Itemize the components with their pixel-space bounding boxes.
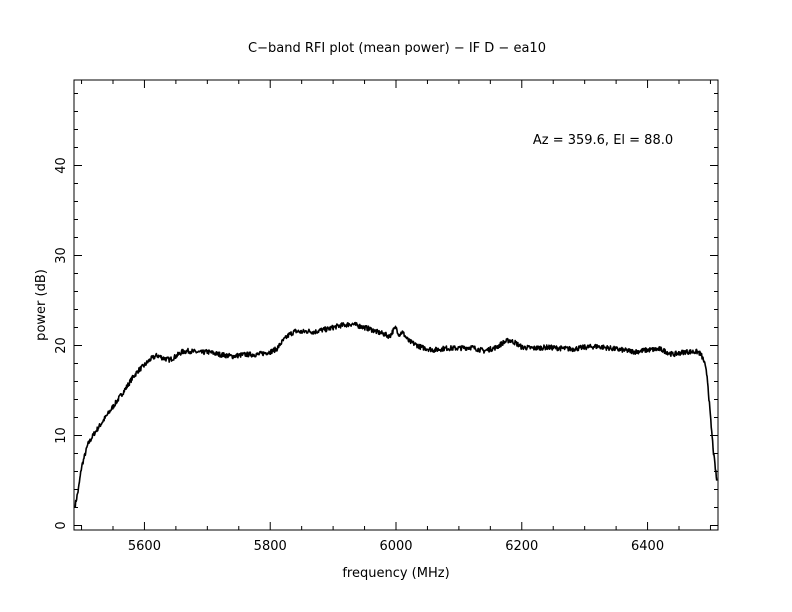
x-tick-label: 6000 [379, 539, 412, 554]
x-axis-tick-labels: 5600 5800 6000 6200 6400 [128, 539, 664, 554]
x-axis-label: frequency (MHz) [342, 566, 449, 581]
y-axis-ticks [74, 93, 718, 526]
y-axis-tick-labels: 0 10 20 30 40 [54, 157, 69, 529]
y-axis-label: power (dB) [34, 269, 49, 341]
y-tick-label: 20 [54, 337, 69, 354]
az-el-annotation: Az = 359.6, El = 88.0 [533, 133, 673, 148]
series-line-power [74, 321, 718, 508]
x-tick-label: 5600 [128, 539, 161, 554]
y-tick-label: 0 [54, 521, 69, 529]
x-tick-label: 5800 [254, 539, 287, 554]
y-tick-label: 10 [54, 427, 69, 444]
x-tick-label: 6400 [631, 539, 664, 554]
y-tick-label: 30 [54, 247, 69, 264]
y-tick-label: 40 [54, 157, 69, 174]
x-tick-label: 6200 [505, 539, 538, 554]
chart-title: C−band RFI plot (mean power) − IF D − ea… [248, 41, 546, 56]
x-axis-ticks [81, 80, 711, 530]
